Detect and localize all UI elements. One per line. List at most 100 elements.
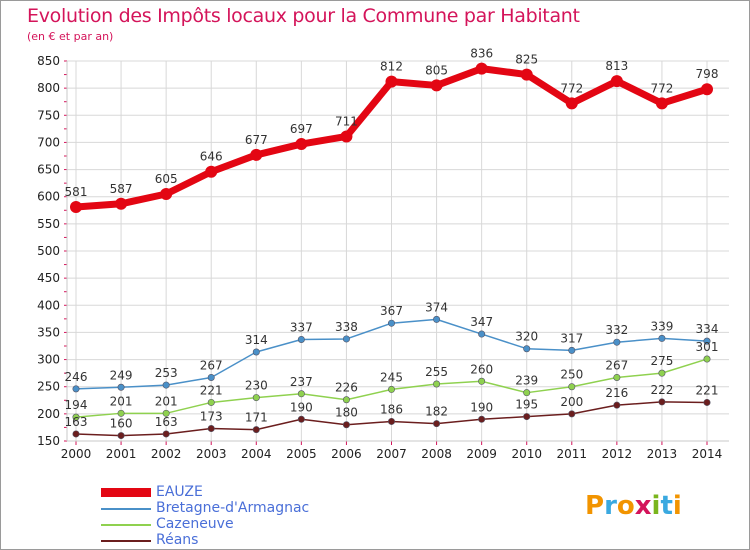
data-point (387, 319, 395, 327)
data-label: 374 (425, 300, 448, 314)
data-point (252, 394, 260, 402)
data-point (613, 401, 621, 409)
data-label: 239 (515, 374, 538, 388)
data-label: 677 (245, 133, 268, 147)
data-point (478, 330, 486, 338)
legend-label: EAUZE (156, 484, 203, 500)
data-label: 825 (515, 53, 538, 67)
data-label: 200 (560, 395, 583, 409)
y-tick-label: 800 (37, 81, 60, 95)
data-point (387, 385, 395, 393)
data-label: 173 (200, 410, 223, 424)
data-label: 805 (425, 63, 448, 77)
data-point (658, 369, 666, 377)
data-point (72, 430, 80, 438)
logo-letter: P (585, 491, 605, 521)
x-tick-label: 2014 (692, 447, 723, 461)
data-point (205, 165, 218, 178)
data-point (565, 97, 578, 110)
data-label: 332 (605, 323, 628, 337)
data-point (162, 381, 170, 389)
data-label: 267 (200, 358, 223, 372)
y-tick-label: 700 (37, 135, 60, 149)
data-label: 317 (560, 331, 583, 345)
data-point (478, 377, 486, 385)
data-label: 160 (110, 417, 133, 431)
x-tick-label: 2003 (196, 447, 227, 461)
data-point (610, 75, 623, 88)
data-point (207, 425, 215, 433)
data-label: 772 (650, 81, 673, 95)
data-label: 226 (335, 381, 358, 395)
data-point (250, 148, 263, 161)
data-label: 267 (605, 358, 628, 372)
data-label: 314 (245, 333, 268, 347)
data-label: 246 (65, 370, 88, 384)
data-point (478, 415, 486, 423)
data-point (207, 398, 215, 406)
data-point (568, 383, 576, 391)
data-label: 812 (380, 60, 403, 74)
x-tick-label: 2005 (286, 447, 317, 461)
data-point (523, 389, 531, 397)
legend-swatch (101, 488, 151, 497)
data-point (613, 338, 621, 346)
y-tick-label: 750 (37, 108, 60, 122)
data-point (613, 373, 621, 381)
data-label: 245 (380, 370, 403, 384)
data-label: 237 (290, 375, 313, 389)
data-label: 222 (650, 383, 673, 397)
data-label: 190 (290, 400, 313, 414)
data-label: 221 (200, 383, 223, 397)
x-tick-label: 2002 (151, 447, 182, 461)
data-point (342, 396, 350, 404)
data-point (72, 413, 80, 421)
data-point (295, 138, 308, 151)
data-point (117, 409, 125, 417)
data-point (162, 409, 170, 417)
data-label: 230 (245, 379, 268, 393)
data-label: 194 (65, 398, 88, 412)
data-point (387, 417, 395, 425)
y-tick-label: 650 (37, 163, 60, 177)
data-label: 320 (515, 330, 538, 344)
data-label: 182 (425, 405, 448, 419)
data-point (252, 348, 260, 356)
data-point (207, 373, 215, 381)
legend-swatch (101, 508, 151, 510)
data-point (655, 97, 668, 110)
x-tick-label: 2012 (602, 447, 633, 461)
data-label: 587 (110, 182, 133, 196)
data-label: 338 (335, 320, 358, 334)
data-label: 337 (290, 320, 313, 334)
data-label: 201 (155, 394, 178, 408)
data-label: 339 (650, 319, 673, 333)
proxiti-logo: Proxiti (585, 491, 682, 521)
data-point (568, 346, 576, 354)
logo-letter: x (634, 491, 652, 521)
data-point (385, 75, 398, 88)
data-point (701, 83, 713, 96)
data-point (340, 130, 353, 143)
data-point (162, 430, 170, 438)
data-point (70, 201, 82, 214)
data-point (433, 315, 441, 323)
data-label: 646 (200, 150, 223, 164)
x-tick-label: 2007 (376, 447, 407, 461)
data-point (658, 334, 666, 342)
data-label: 798 (696, 67, 719, 81)
data-point (475, 62, 488, 75)
data-label: 772 (560, 81, 583, 95)
y-tick-label: 850 (37, 54, 60, 68)
y-tick-label: 500 (37, 244, 60, 258)
data-label: 334 (696, 322, 719, 336)
legend-swatch (101, 524, 151, 526)
data-point (658, 398, 666, 406)
data-label: 180 (335, 406, 358, 420)
x-tick-label: 2004 (241, 447, 272, 461)
y-tick-label: 350 (37, 325, 60, 339)
data-label: 221 (696, 383, 719, 397)
y-tick-label: 550 (37, 217, 60, 231)
